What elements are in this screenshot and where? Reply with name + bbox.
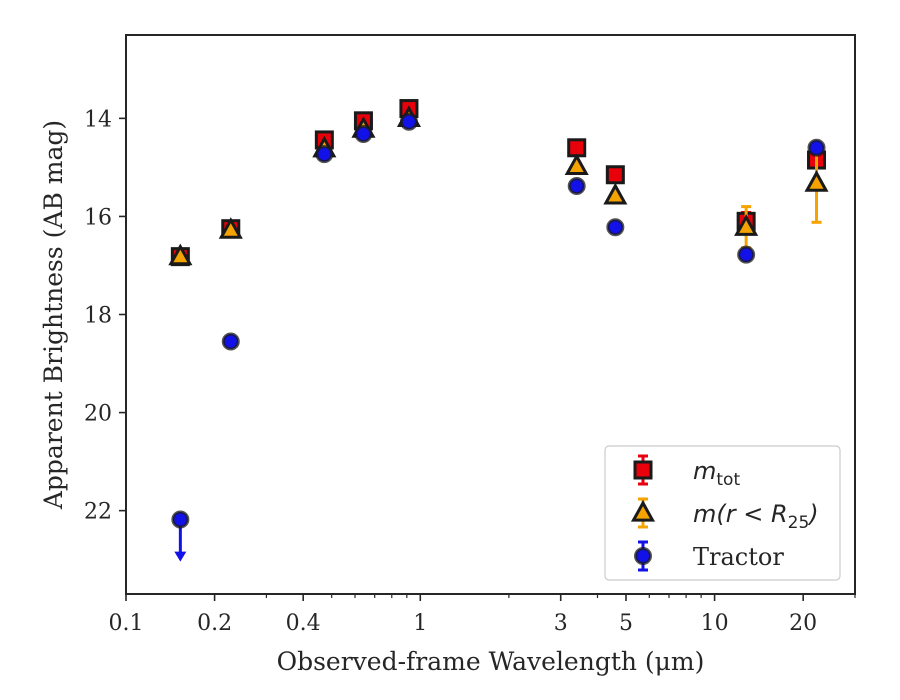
- series-m-r25: [168, 105, 829, 266]
- axis-ticks: 0.1 0.2 0.4 1 3 5 10 20 14 16 18 20 22: [84, 107, 856, 636]
- x-tick-label: 10: [701, 611, 729, 636]
- x-tick-label: 5: [619, 611, 633, 636]
- x-tick-label: 0.1: [109, 611, 144, 636]
- data-point: [605, 165, 625, 185]
- data-point: [221, 332, 240, 351]
- data-point: [354, 125, 373, 144]
- legend-entry-mtot: mtot: [633, 454, 740, 490]
- data-point: [399, 112, 418, 131]
- legend-entry-tractor: Tractor: [634, 540, 784, 572]
- legend-label-base: m(r < R: [693, 500, 788, 528]
- legend-box: [604, 445, 841, 581]
- series-mtot: [170, 99, 827, 267]
- legend-label-subscript: tot: [716, 470, 740, 490]
- legend-marker: [634, 547, 652, 565]
- y-tick-label: 16: [84, 205, 112, 230]
- legend-label: m(r < R25): [693, 500, 819, 533]
- y-tick-label: 20: [84, 402, 112, 427]
- data-point: [564, 153, 589, 176]
- x-tick-label: 3: [554, 611, 568, 636]
- data-point: [171, 510, 190, 529]
- x-axis-label: Observed-frame Wavelength (μm): [277, 647, 705, 676]
- legend-marker: [633, 460, 653, 480]
- y-axis-label: Apparent Brightness (AB mag): [39, 120, 68, 510]
- y-tick-label: 14: [84, 107, 112, 132]
- data-point: [603, 182, 628, 205]
- legend-label-tail: ): [807, 500, 818, 528]
- upper-limit-arrowhead: [174, 551, 187, 562]
- data-point: [807, 138, 826, 157]
- data-point: [218, 217, 243, 239]
- x-tick-label: 20: [789, 611, 817, 636]
- y-tick-label: 22: [84, 500, 112, 525]
- series-tractor: [171, 112, 826, 562]
- legend-label-base: m: [693, 457, 716, 485]
- legend-label: Tractor: [693, 543, 784, 571]
- legend: mtot m(r < R25) Tractor: [604, 445, 841, 581]
- legend-entry-m-r25: m(r < R25): [630, 497, 819, 533]
- data-point: [737, 245, 756, 264]
- data-point: [606, 218, 625, 237]
- data-point: [168, 243, 193, 266]
- data-point: [734, 214, 759, 236]
- legend-label: mtot: [693, 457, 740, 490]
- data-series: [168, 99, 829, 562]
- legend-marker: [630, 499, 656, 522]
- data-point: [567, 177, 586, 196]
- data-point: [315, 145, 334, 164]
- legend-label-subscript: 25: [788, 513, 810, 533]
- data-point: [804, 170, 829, 192]
- x-tick-label: 1: [413, 611, 427, 636]
- y-tick-label: 18: [84, 304, 112, 329]
- x-tick-label: 0.4: [286, 611, 321, 636]
- x-tick-label: 0.2: [197, 611, 232, 636]
- plot-frame: [125, 34, 856, 595]
